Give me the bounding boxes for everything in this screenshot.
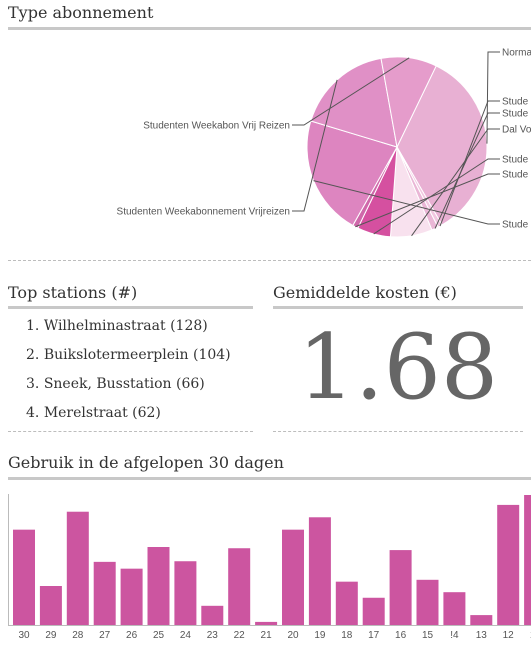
pie-label-leader [373, 158, 500, 235]
cost-title: Gemiddelde kosten (€) [273, 283, 457, 302]
usage-tick-label: 22 [234, 630, 246, 641]
station-item: 3. Sneek, Busstation (66) [26, 374, 231, 403]
usage-bar [416, 579, 439, 625]
subscription-title-rule [8, 27, 531, 30]
pie-label-leader [486, 51, 500, 144]
stations-title-rule [8, 306, 253, 309]
usage-tick-label: 30 [18, 630, 30, 641]
usage-tick-label: 28 [72, 630, 84, 641]
station-item: 4. Merelstraat (62) [26, 403, 231, 432]
subscription-title: Type abonnement [8, 3, 154, 22]
usage-bar [524, 495, 531, 625]
usage-bar [147, 547, 170, 625]
usage-tick-label: 27 [99, 630, 111, 641]
stations-divider [8, 431, 253, 432]
pie-label-leader [355, 173, 500, 228]
usage-bar [201, 605, 224, 625]
station-rank: 3. [26, 376, 40, 392]
cost-title-rule [273, 306, 523, 309]
station-item: 1. Wilhelminastraat (128) [26, 316, 231, 345]
usage-bar [13, 529, 35, 625]
usage-bar [120, 568, 143, 625]
station-rank: 4. [26, 405, 40, 421]
usage-bar-chart: 30 29 28 27 26 25 24 23 22 21 20 19 18 17 16 15 !4 13 12 11 [8, 494, 531, 641]
pie-slice-label: Studenten Weekabonnement Vrijreizen [117, 207, 290, 218]
usage-bar [93, 561, 116, 625]
usage-tick-label: 21 [261, 630, 273, 641]
station-item: 2. Buikslotermeerplein (104) [26, 345, 231, 374]
usage-tick-label: 19 [314, 630, 326, 641]
usage-bar [39, 586, 62, 625]
usage-bar [282, 529, 304, 625]
usage-bar [228, 548, 251, 625]
usage-bar [174, 561, 197, 625]
pie-label-leader [292, 79, 338, 212]
pie-slice-label: Stude [502, 97, 529, 108]
station-label: Merelstraat (62) [43, 405, 161, 421]
average-cost-value: 1.68 [297, 315, 499, 420]
usage-tick-label: 26 [126, 630, 138, 641]
usage-bar [470, 615, 493, 625]
pie-label-leader [292, 57, 410, 126]
usage-tick-label: 11 [530, 630, 531, 641]
section-divider [8, 260, 531, 261]
top-stations-list: 1. Wilhelminastraat (128) 2. Buiksloterm… [26, 316, 231, 432]
usage-tick-label: 15 [422, 630, 434, 641]
usage-bar [389, 550, 412, 625]
cost-divider [273, 431, 523, 432]
usage-tick-label: 18 [341, 630, 353, 641]
pie-label-leader [411, 128, 500, 237]
usage-tick-label: 12 [503, 630, 515, 641]
pie-slice-label: Stude [502, 170, 529, 181]
pie-slice-label: Norma [502, 48, 531, 59]
station-label: Wilhelminastraat (128) [43, 318, 208, 334]
usage-bar [335, 581, 358, 625]
pie-slice-label: Studenten Weekabon Vrij Reizen [143, 121, 290, 132]
usage-tick-label: 16 [395, 630, 407, 641]
station-label: Sneek, Busstation (66) [43, 376, 205, 392]
pie-label-leader [439, 100, 500, 227]
usage-bar [308, 517, 331, 625]
pie-label-leader [434, 112, 500, 229]
pie-slice-label: Dal Vo [502, 125, 531, 136]
usage-bar [66, 511, 89, 625]
usage-tick-label: 17 [368, 630, 380, 641]
usage-tick-label: 29 [45, 630, 57, 641]
station-rank: 1. [26, 318, 40, 334]
usage-tick-label: 25 [153, 630, 165, 641]
usage-tick-label: 23 [207, 630, 219, 641]
usage-bar [362, 597, 385, 625]
pie-slice-label: Stude [502, 220, 529, 231]
usage-bar [497, 504, 520, 625]
station-label: Buikslotermeerplein (104) [43, 347, 231, 363]
usage-tick-label: !4 [450, 630, 459, 641]
station-rank: 2. [26, 347, 40, 363]
usage-tick-label: 20 [287, 630, 299, 641]
usage-title: Gebruik in de afgelopen 30 dagen [8, 453, 284, 472]
usage-title-rule [8, 477, 531, 480]
pie-slice-label: Stude [502, 155, 529, 166]
usage-tick-label: 24 [180, 630, 192, 641]
stations-title: Top stations (#) [8, 283, 138, 302]
pie-label-leader [313, 180, 500, 225]
usage-tick-label: 13 [476, 630, 488, 641]
usage-bar [255, 621, 278, 625]
pie-slice-label: Stude [502, 109, 529, 120]
usage-bar [443, 592, 466, 625]
